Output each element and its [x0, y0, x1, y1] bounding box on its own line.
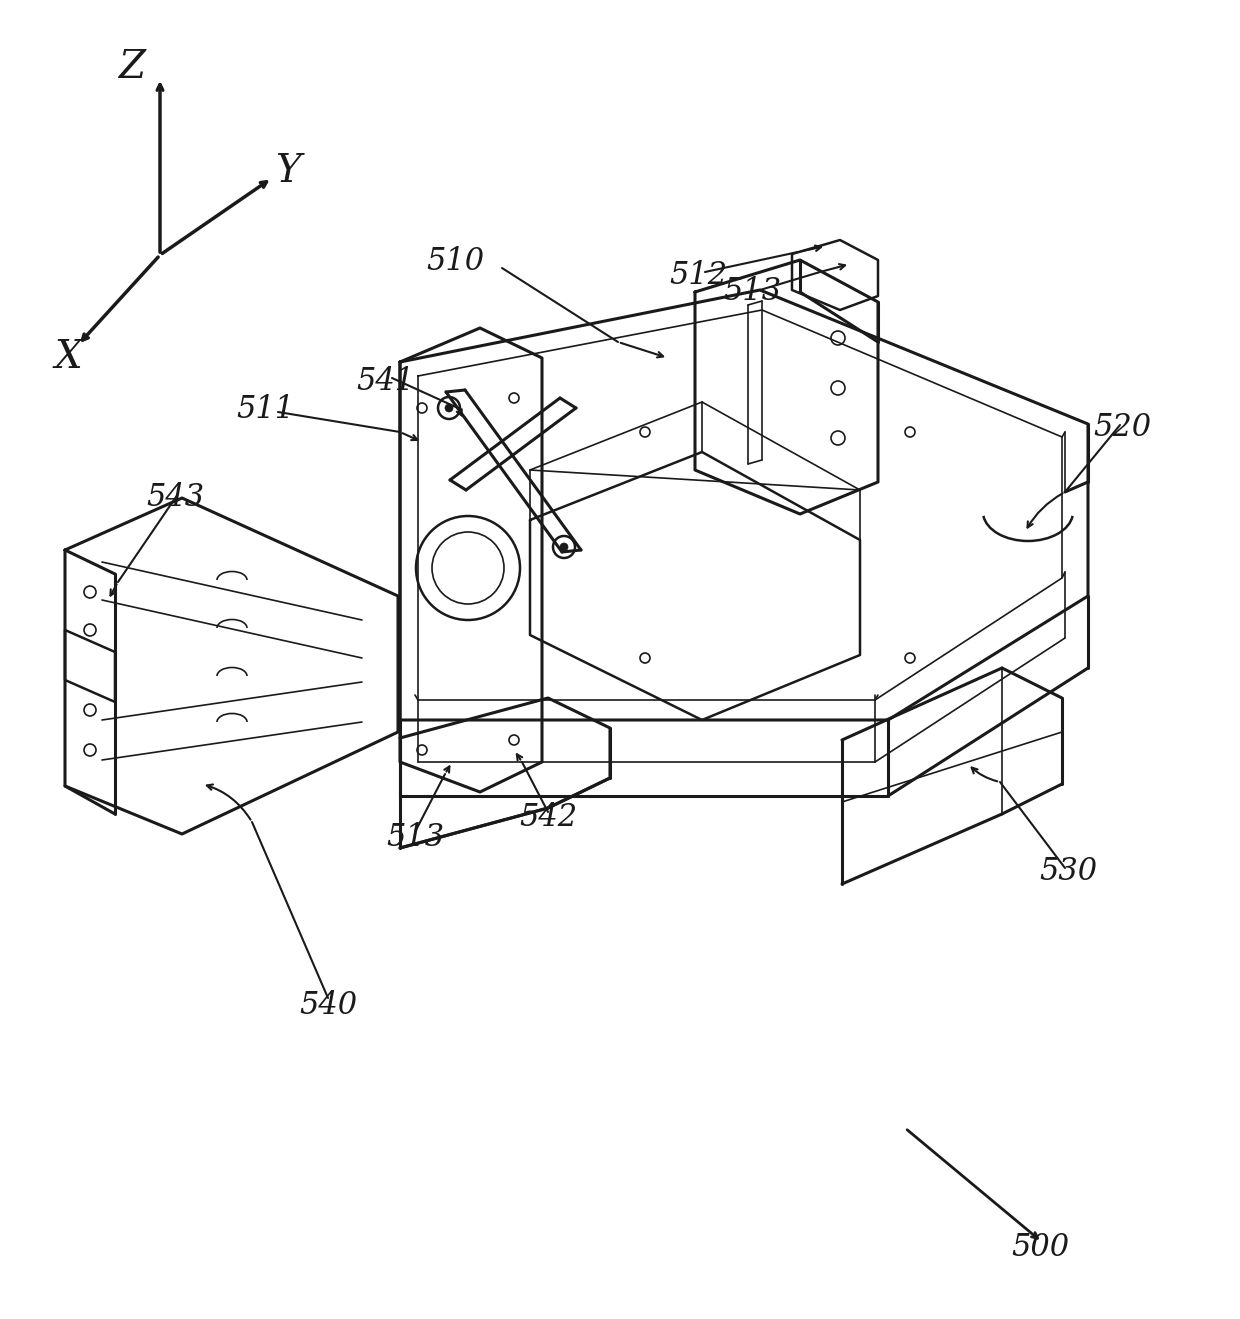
- Text: 511: 511: [236, 394, 294, 426]
- Text: 540: 540: [299, 989, 357, 1021]
- Text: 512: 512: [668, 260, 727, 290]
- Text: Z: Z: [119, 50, 145, 87]
- Circle shape: [445, 404, 453, 412]
- Text: 500: 500: [1011, 1232, 1069, 1264]
- Text: 542: 542: [518, 802, 577, 834]
- Text: Y: Y: [275, 153, 301, 190]
- Text: X: X: [55, 339, 82, 376]
- Text: 530: 530: [1039, 856, 1097, 888]
- Text: 513: 513: [723, 277, 781, 307]
- Text: 510: 510: [425, 247, 484, 277]
- Circle shape: [560, 543, 568, 551]
- Text: 520: 520: [1092, 413, 1151, 443]
- Text: 541: 541: [356, 367, 414, 397]
- Text: 543: 543: [146, 483, 205, 513]
- Text: 513: 513: [386, 823, 444, 853]
